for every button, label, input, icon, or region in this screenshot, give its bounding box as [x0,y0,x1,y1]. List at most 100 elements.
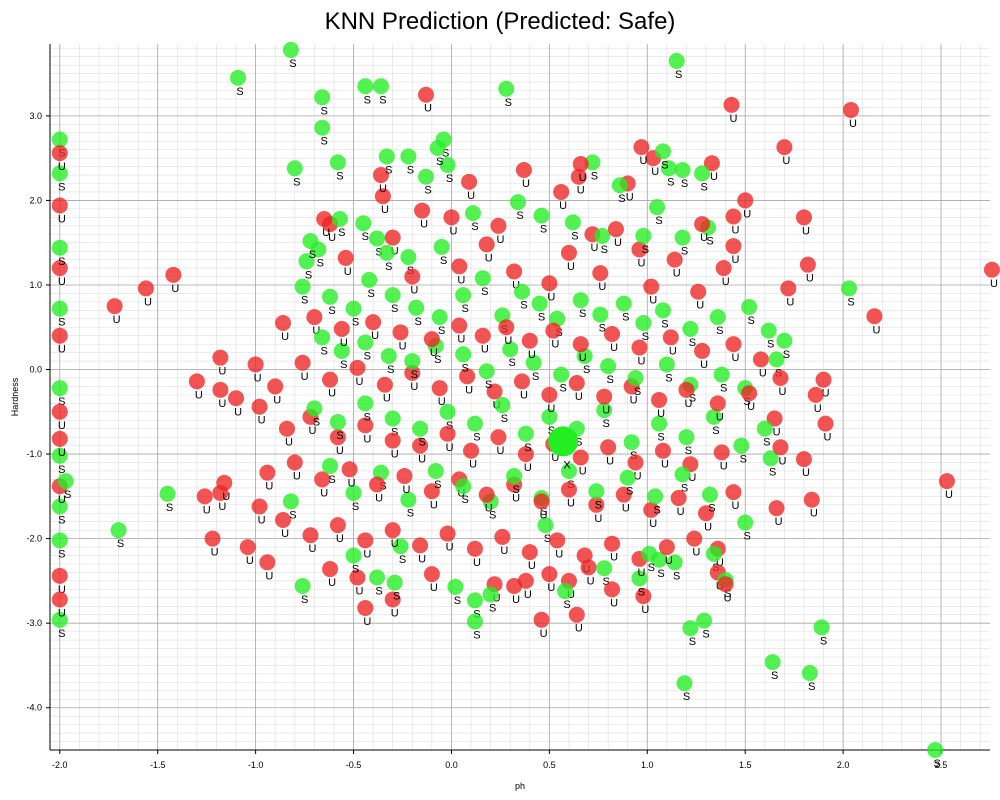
unsafe-point-label: U [496,234,504,246]
safe-point-label: S [64,489,71,501]
x-tick-label: -1.5 [150,760,166,770]
safe-point [345,484,362,501]
unsafe-point-label: U [58,276,66,288]
safe-point-label: S [583,364,590,376]
unsafe-point-label: U [692,547,700,559]
safe-point-label: S [655,215,662,227]
unsafe-point [549,532,566,549]
safe-point-label: S [328,305,335,317]
unsafe-point [678,381,695,398]
safe-point [611,177,628,194]
unsafe-point [349,359,366,376]
unsafe-point-label: U [218,366,226,378]
unsafe-point-label: U [348,477,356,489]
unsafe-point-label: U [308,543,316,555]
safe-point-label: S [657,432,664,444]
safe-point [696,612,713,629]
unsafe-point [51,260,68,277]
unsafe-point-label: U [218,501,226,513]
unsafe-point [51,403,68,420]
unsafe-point [795,209,812,226]
safe-point [596,560,613,577]
safe-point-label: S [724,588,731,600]
unsafe-point [572,449,589,466]
safe-point [647,488,664,505]
safe-point-label: S [391,303,398,315]
safe-point [619,469,636,486]
safe-point-label: S [364,94,371,106]
safe-point [674,161,691,178]
safe-point-label: S [653,504,660,516]
safe-point [378,244,395,261]
safe-point-label: S [626,486,633,498]
unsafe-point-label: U [485,252,493,264]
unsafe-point-label: U [504,335,512,347]
safe-point [649,199,666,216]
safe-point-label: S [744,531,751,543]
unsafe-point-label: U [363,548,371,560]
unsafe-point [418,86,434,103]
unsafe-point [412,437,429,454]
safe-point-label: S [424,185,431,197]
unsafe-point-label: U [806,273,814,285]
safe-point-label: S [321,136,328,148]
unsafe-point [725,336,742,353]
unsafe-point [666,251,683,268]
unsafe-point-label: U [677,506,685,518]
unsafe-point [443,209,460,226]
safe-point-label: S [446,173,453,185]
unsafe-point-label: U [696,300,704,312]
unsafe-point-label: U [430,582,438,594]
unsafe-point [604,535,621,552]
unsafe-point [633,139,650,156]
unsafe-point-label: U [610,552,618,564]
unsafe-point-label: U [594,513,602,525]
unsafe-point [772,369,789,386]
unsafe-point-label: U [716,411,724,423]
unsafe-point [51,430,68,447]
safe-point [465,205,481,222]
safe-point-label: S [368,288,375,300]
unsafe-point-label: U [308,425,316,437]
safe-point-label: S [716,325,723,337]
safe-point-label: S [364,350,371,362]
unsafe-point-label: U [171,283,179,295]
safe-point-label: S [769,466,776,478]
unsafe-point-label: U [254,372,262,384]
unsafe-point-label: U [467,190,475,202]
safe-point [159,485,176,502]
unsafe-point-label: U [872,324,880,336]
safe-point-label: S [485,379,492,391]
unsafe-point [316,211,333,228]
safe-point [355,215,372,232]
unsafe-point-label: U [567,498,575,510]
unsafe-point [466,540,483,557]
safe-point [654,143,671,160]
unsafe-point [803,491,820,508]
unsafe-point [357,417,374,434]
unsafe-point-label: U [281,528,289,540]
unsafe-point [670,490,687,507]
unsafe-point-label: U [747,401,755,413]
safe-point-label: S [665,372,672,384]
safe-point [298,253,315,270]
safe-point-label: S [336,430,343,442]
safe-point [709,309,726,326]
unsafe-point-label: U [336,445,344,457]
unsafe-point [560,244,577,261]
safe-point-label: S [471,221,478,233]
y-axis-label: Hardness [10,377,20,416]
safe-point [447,578,464,595]
unsafe-point-label: U [814,403,822,415]
unsafe-point-label: U [731,224,739,236]
unsafe-point [212,381,229,398]
safe-point-label: S [489,509,496,521]
safe-point [466,592,483,609]
unsafe-point [329,517,346,534]
safe-point-label: S [563,599,570,611]
safe-point-label: S [385,261,392,273]
safe-point-label: S [117,538,124,550]
unsafe-point [815,371,832,388]
